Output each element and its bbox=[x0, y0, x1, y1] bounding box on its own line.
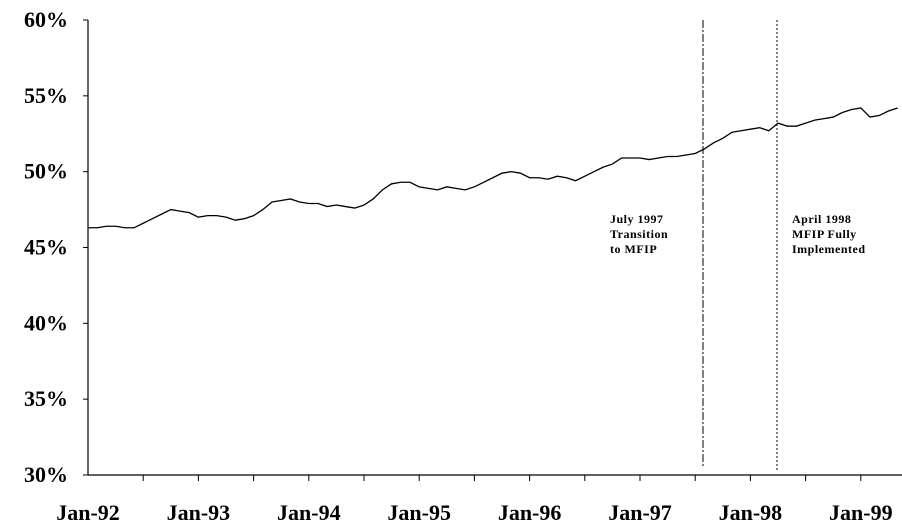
x-tick-label: Jan-93 bbox=[167, 500, 231, 524]
x-tick-label: Jan-99 bbox=[829, 500, 893, 524]
y-tick-label: 45% bbox=[24, 235, 68, 260]
y-tick-label: 50% bbox=[24, 159, 68, 184]
data-line bbox=[88, 107, 898, 229]
x-tick-label: Jan-97 bbox=[608, 500, 672, 524]
annotation: July 1997 bbox=[610, 212, 664, 226]
y-tick-label: 35% bbox=[24, 386, 68, 411]
x-tick-label: Jan-94 bbox=[277, 500, 341, 524]
y-tick-label: 30% bbox=[24, 462, 68, 487]
y-tick-label: 60% bbox=[24, 7, 68, 32]
annotation: April 1998 bbox=[792, 212, 851, 226]
annotation: to MFIP bbox=[610, 242, 657, 256]
x-tick-label: Jan-98 bbox=[719, 500, 783, 524]
annotation: MFIP Fully bbox=[792, 227, 857, 241]
x-tick-label: Jan-95 bbox=[387, 500, 451, 524]
y-tick-label: 55% bbox=[24, 83, 68, 108]
x-tick-label: Jan-96 bbox=[498, 500, 562, 524]
annotation: Transition bbox=[610, 227, 668, 241]
annotation: Implemented bbox=[792, 242, 866, 256]
x-tick-label: Jan-92 bbox=[56, 500, 120, 524]
y-tick-label: 40% bbox=[24, 310, 68, 335]
